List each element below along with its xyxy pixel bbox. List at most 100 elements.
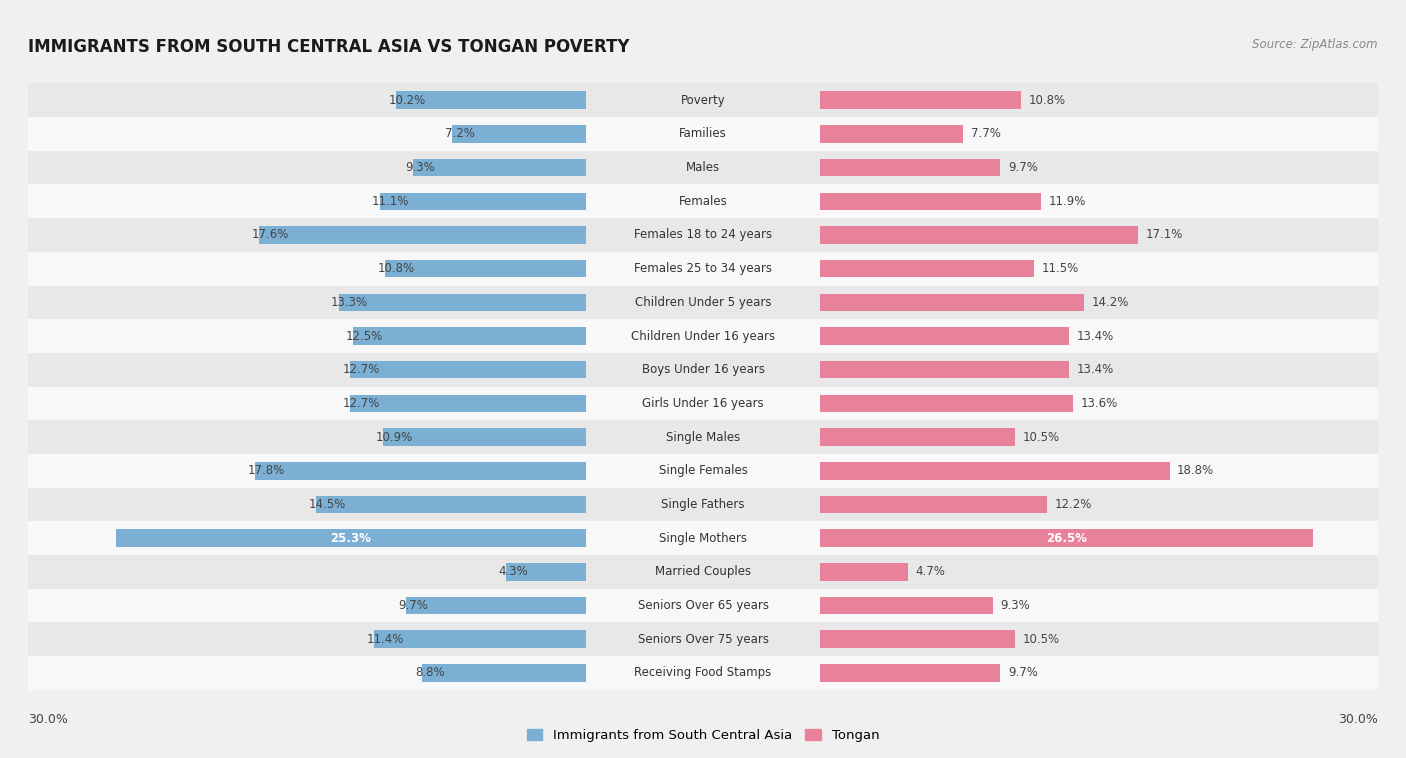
Bar — [28, 83, 586, 117]
Bar — [820, 622, 1378, 656]
Bar — [259, 226, 586, 244]
Text: 9.7%: 9.7% — [1008, 666, 1038, 679]
Text: 18.8%: 18.8% — [1177, 465, 1215, 478]
Bar — [820, 656, 1378, 690]
Text: Boys Under 16 years: Boys Under 16 years — [641, 363, 765, 376]
Text: 26.5%: 26.5% — [1046, 531, 1087, 545]
Text: 13.4%: 13.4% — [1077, 330, 1114, 343]
Bar — [28, 252, 586, 286]
Text: 10.2%: 10.2% — [389, 94, 426, 107]
Bar — [374, 631, 586, 648]
Text: Males: Males — [686, 161, 720, 174]
Bar — [586, 151, 820, 184]
Bar — [28, 656, 586, 690]
Text: 7.7%: 7.7% — [970, 127, 1001, 140]
Bar — [820, 184, 1378, 218]
Text: Children Under 5 years: Children Under 5 years — [634, 296, 772, 309]
Text: 10.5%: 10.5% — [1022, 431, 1060, 443]
Bar — [820, 589, 1378, 622]
Bar — [28, 420, 586, 454]
Bar — [353, 327, 586, 345]
Text: 17.6%: 17.6% — [252, 228, 288, 242]
Bar — [820, 522, 1378, 555]
Bar — [586, 184, 820, 218]
Text: 14.5%: 14.5% — [309, 498, 346, 511]
Text: Single Fathers: Single Fathers — [661, 498, 745, 511]
Bar — [586, 353, 820, 387]
Text: 12.7%: 12.7% — [342, 397, 380, 410]
Text: 11.4%: 11.4% — [367, 633, 404, 646]
Text: 7.2%: 7.2% — [444, 127, 474, 140]
Text: 4.7%: 4.7% — [915, 565, 945, 578]
Text: Families: Families — [679, 127, 727, 140]
Text: 17.8%: 17.8% — [247, 465, 285, 478]
Text: 11.1%: 11.1% — [373, 195, 409, 208]
Bar — [820, 454, 1378, 487]
Bar — [586, 252, 820, 286]
Bar — [820, 487, 1378, 522]
Bar — [586, 117, 820, 151]
Text: 9.7%: 9.7% — [1008, 161, 1038, 174]
Bar — [384, 428, 586, 446]
Bar — [28, 286, 586, 319]
Bar — [820, 387, 1378, 420]
Bar — [820, 420, 1378, 454]
Text: 12.2%: 12.2% — [1054, 498, 1091, 511]
Bar — [586, 83, 820, 117]
Bar — [115, 529, 586, 547]
Bar — [28, 353, 586, 387]
Bar — [586, 387, 820, 420]
Bar — [28, 487, 586, 522]
Bar — [586, 656, 820, 690]
Text: 25.3%: 25.3% — [330, 531, 371, 545]
Bar — [820, 631, 1015, 648]
Text: 9.7%: 9.7% — [398, 599, 427, 612]
Bar — [820, 597, 993, 614]
Bar — [28, 151, 586, 184]
Bar — [820, 193, 1042, 210]
Bar — [586, 286, 820, 319]
Bar — [254, 462, 586, 480]
Bar — [820, 319, 1378, 353]
Bar — [396, 92, 586, 109]
Bar — [405, 597, 586, 614]
Text: Children Under 16 years: Children Under 16 years — [631, 330, 775, 343]
Bar — [820, 529, 1313, 547]
Text: Females: Females — [679, 195, 727, 208]
Bar — [350, 361, 586, 378]
Bar — [820, 462, 1170, 480]
Text: 11.5%: 11.5% — [1042, 262, 1078, 275]
Text: 9.3%: 9.3% — [405, 161, 436, 174]
Bar — [820, 260, 1033, 277]
Bar — [820, 395, 1073, 412]
Text: Girls Under 16 years: Girls Under 16 years — [643, 397, 763, 410]
Bar — [339, 293, 586, 311]
Text: 10.8%: 10.8% — [378, 262, 415, 275]
Bar — [586, 589, 820, 622]
Bar — [28, 319, 586, 353]
Legend: Immigrants from South Central Asia, Tongan: Immigrants from South Central Asia, Tong… — [522, 724, 884, 747]
Text: Females 18 to 24 years: Females 18 to 24 years — [634, 228, 772, 242]
Text: Single Males: Single Males — [666, 431, 740, 443]
Bar — [820, 496, 1047, 513]
Bar — [28, 555, 586, 589]
Bar — [350, 395, 586, 412]
Text: 13.6%: 13.6% — [1080, 397, 1118, 410]
Bar — [422, 664, 586, 681]
Text: Poverty: Poverty — [681, 94, 725, 107]
Bar — [820, 117, 1378, 151]
Bar — [820, 83, 1378, 117]
Bar — [586, 218, 820, 252]
Bar — [586, 555, 820, 589]
Text: Source: ZipAtlas.com: Source: ZipAtlas.com — [1253, 38, 1378, 51]
Bar — [28, 218, 586, 252]
Bar — [586, 522, 820, 555]
Text: Single Mothers: Single Mothers — [659, 531, 747, 545]
Bar — [820, 218, 1378, 252]
Bar — [586, 622, 820, 656]
Bar — [820, 428, 1015, 446]
Bar — [820, 151, 1378, 184]
Bar — [413, 159, 586, 177]
Bar — [820, 293, 1084, 311]
Bar — [28, 522, 586, 555]
